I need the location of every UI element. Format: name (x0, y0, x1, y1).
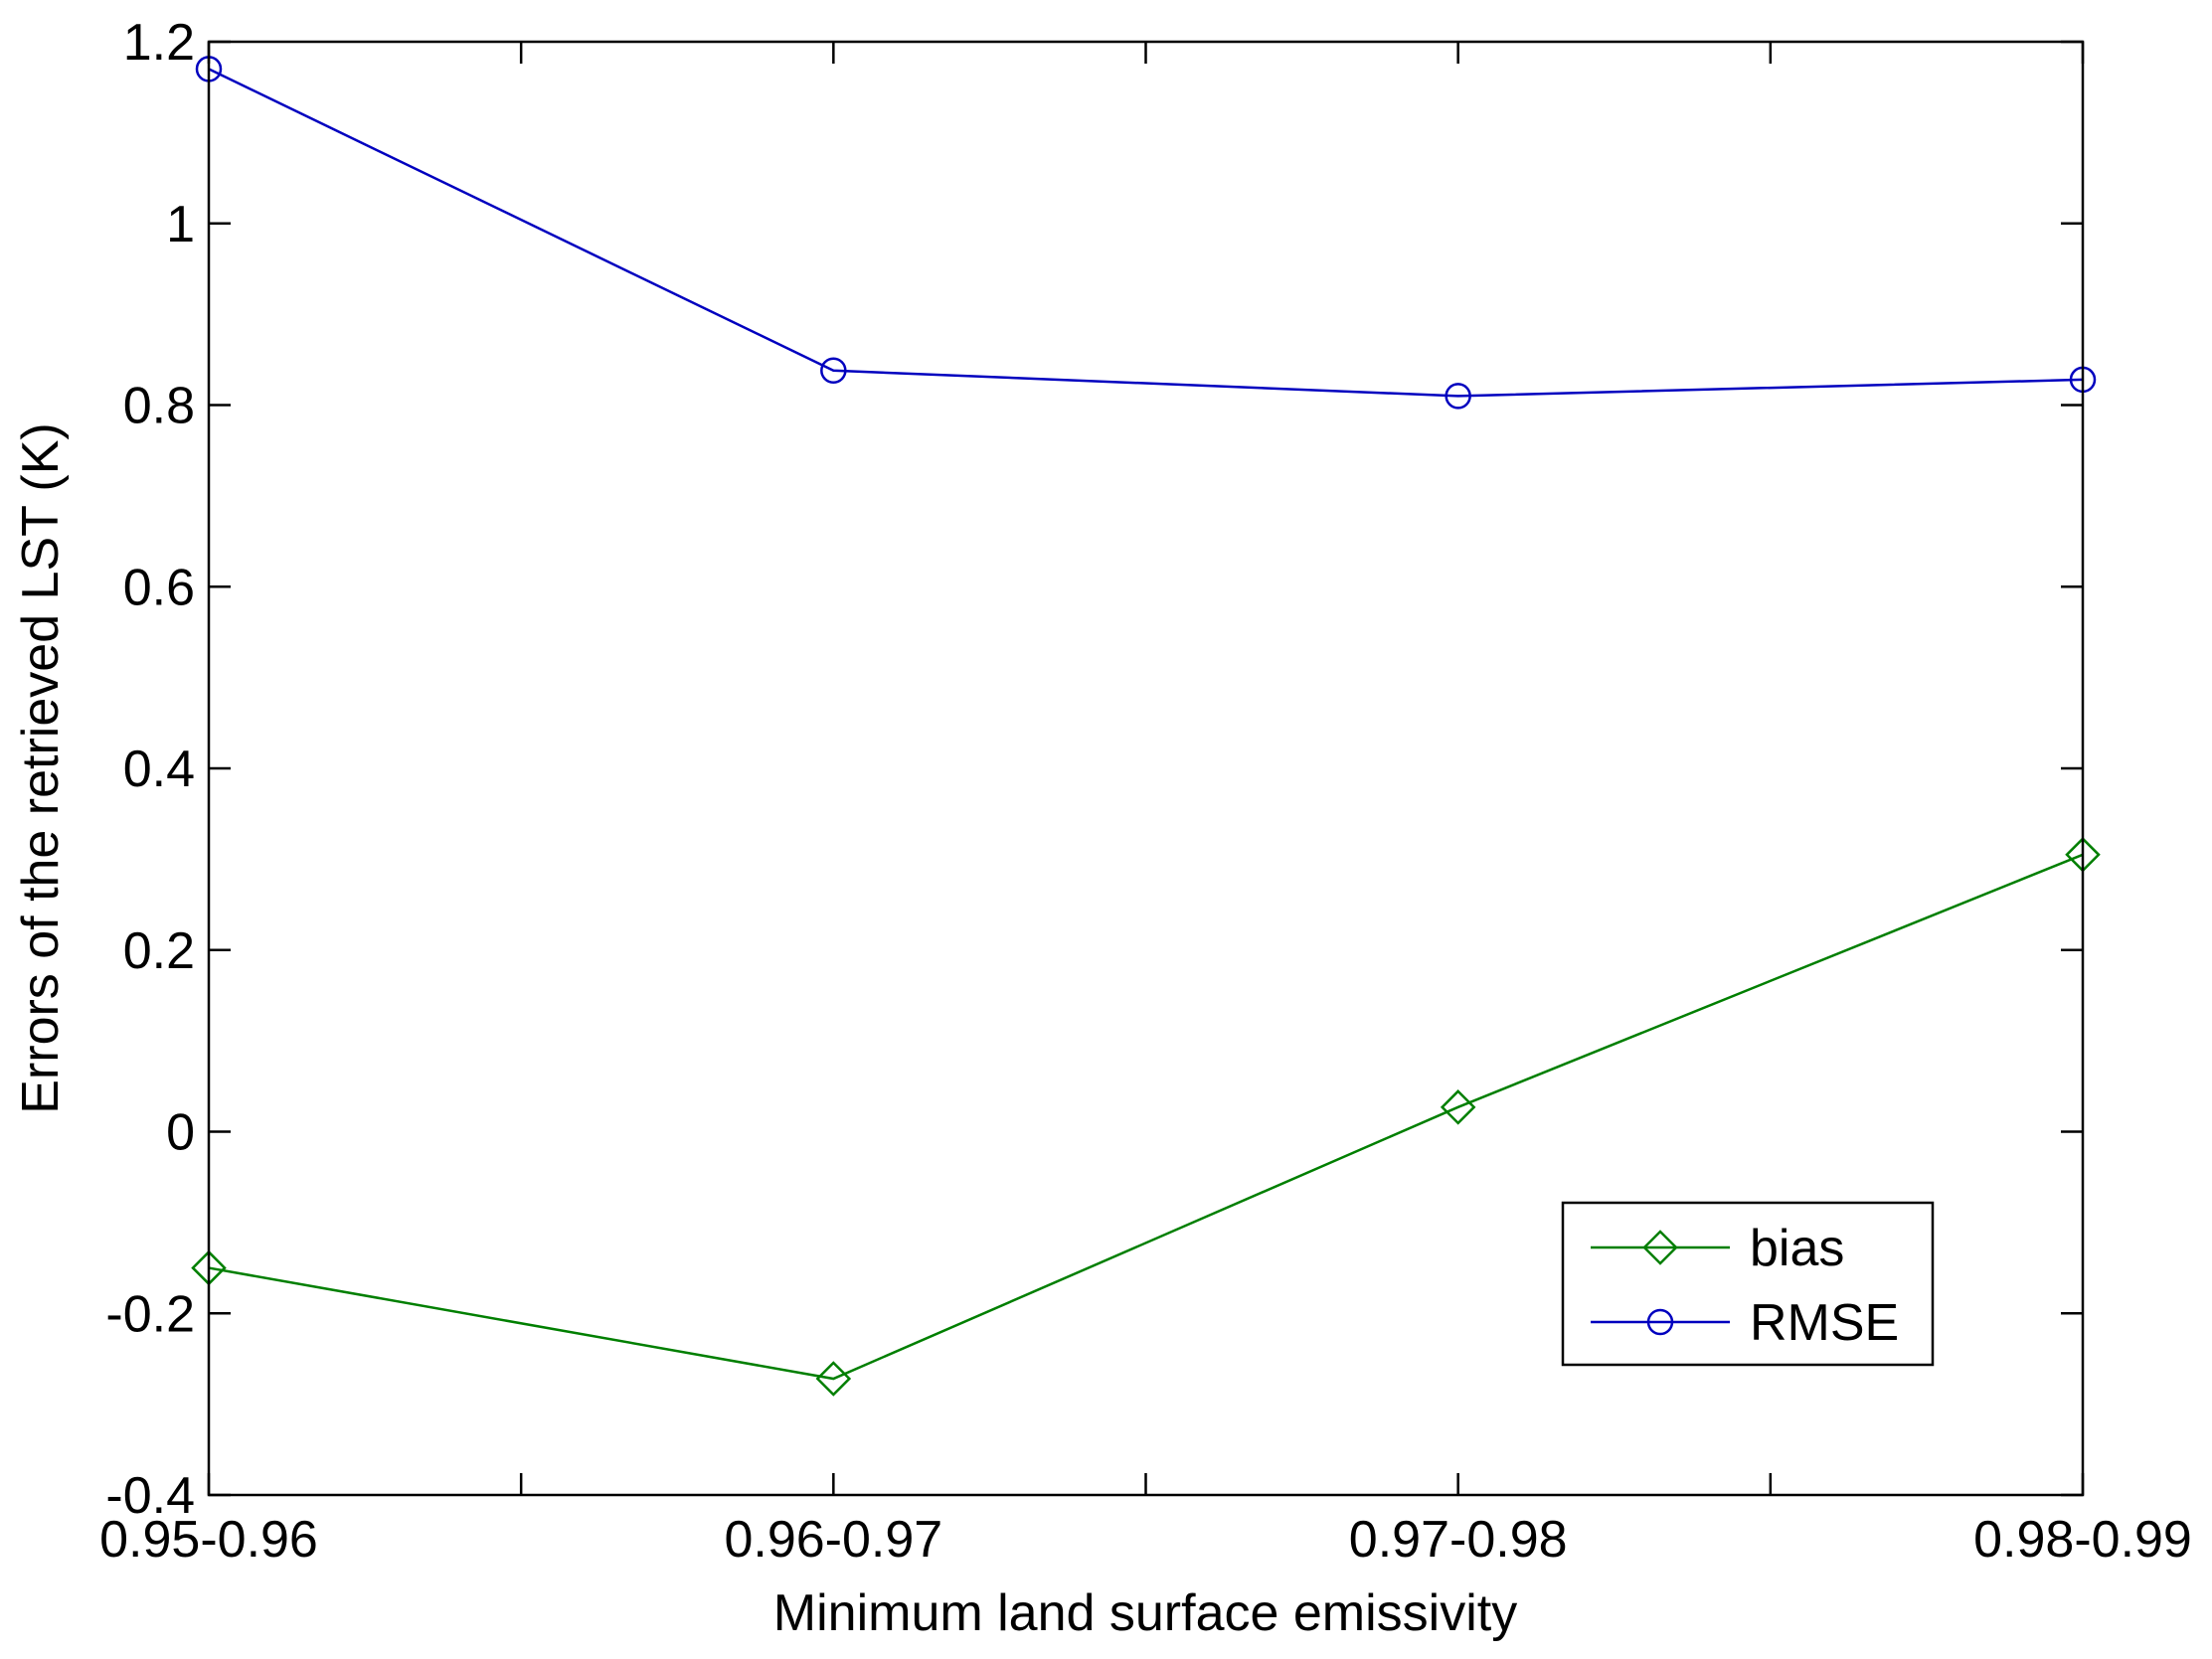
legend-label-bias: bias (1750, 1220, 1844, 1277)
bias-point (815, 1361, 852, 1397)
bias-point (1440, 1089, 1476, 1125)
plot-area-frame (207, 40, 2085, 1497)
x-tick-label: 0.98-0.99 (1973, 1511, 2192, 1569)
y-axis-label: Errors of the retrieved LST (K) (12, 422, 70, 1114)
y-tick-label: 0.2 (123, 922, 195, 980)
rmse-point (1445, 383, 1471, 410)
bias-line (208, 853, 2084, 1381)
legend-marker-rmse (1646, 1308, 1674, 1336)
rmse-line (208, 68, 2084, 398)
rmse-point (820, 357, 847, 385)
tick-labels-layer: -0.4 -0.2 0 0.2 0.4 0.6 0.8 1 1.2 0.95-0.96 0.96-0… (99, 14, 2192, 1569)
y-tick-label: 1.2 (123, 14, 195, 72)
y-tick-label: 0.8 (123, 378, 195, 435)
y-tick-label: -0.2 (105, 1285, 195, 1343)
x-tick-label: 0.97-0.98 (1349, 1511, 1568, 1569)
legend: bias RMSE (1561, 1201, 1935, 1367)
legend-box (1561, 1201, 1935, 1367)
y-tick-label: 1 (166, 196, 195, 253)
legend-label-rmse: RMSE (1750, 1294, 1899, 1352)
x-axis-label: Minimum land surface emissivity (773, 1584, 1517, 1642)
y-tick-label: -0.4 (105, 1467, 195, 1525)
y-tick-label: 0 (166, 1104, 195, 1162)
x-tick-label: 0.96-0.97 (724, 1511, 942, 1569)
x-tick-label: 0.95-0.96 (99, 1511, 318, 1569)
y-tick-label: 0.6 (123, 559, 195, 616)
legend-entries: bias RMSE (1591, 1220, 1899, 1352)
y-tick-label: 0.4 (123, 741, 195, 798)
legend-marker-bias (1642, 1230, 1678, 1265)
